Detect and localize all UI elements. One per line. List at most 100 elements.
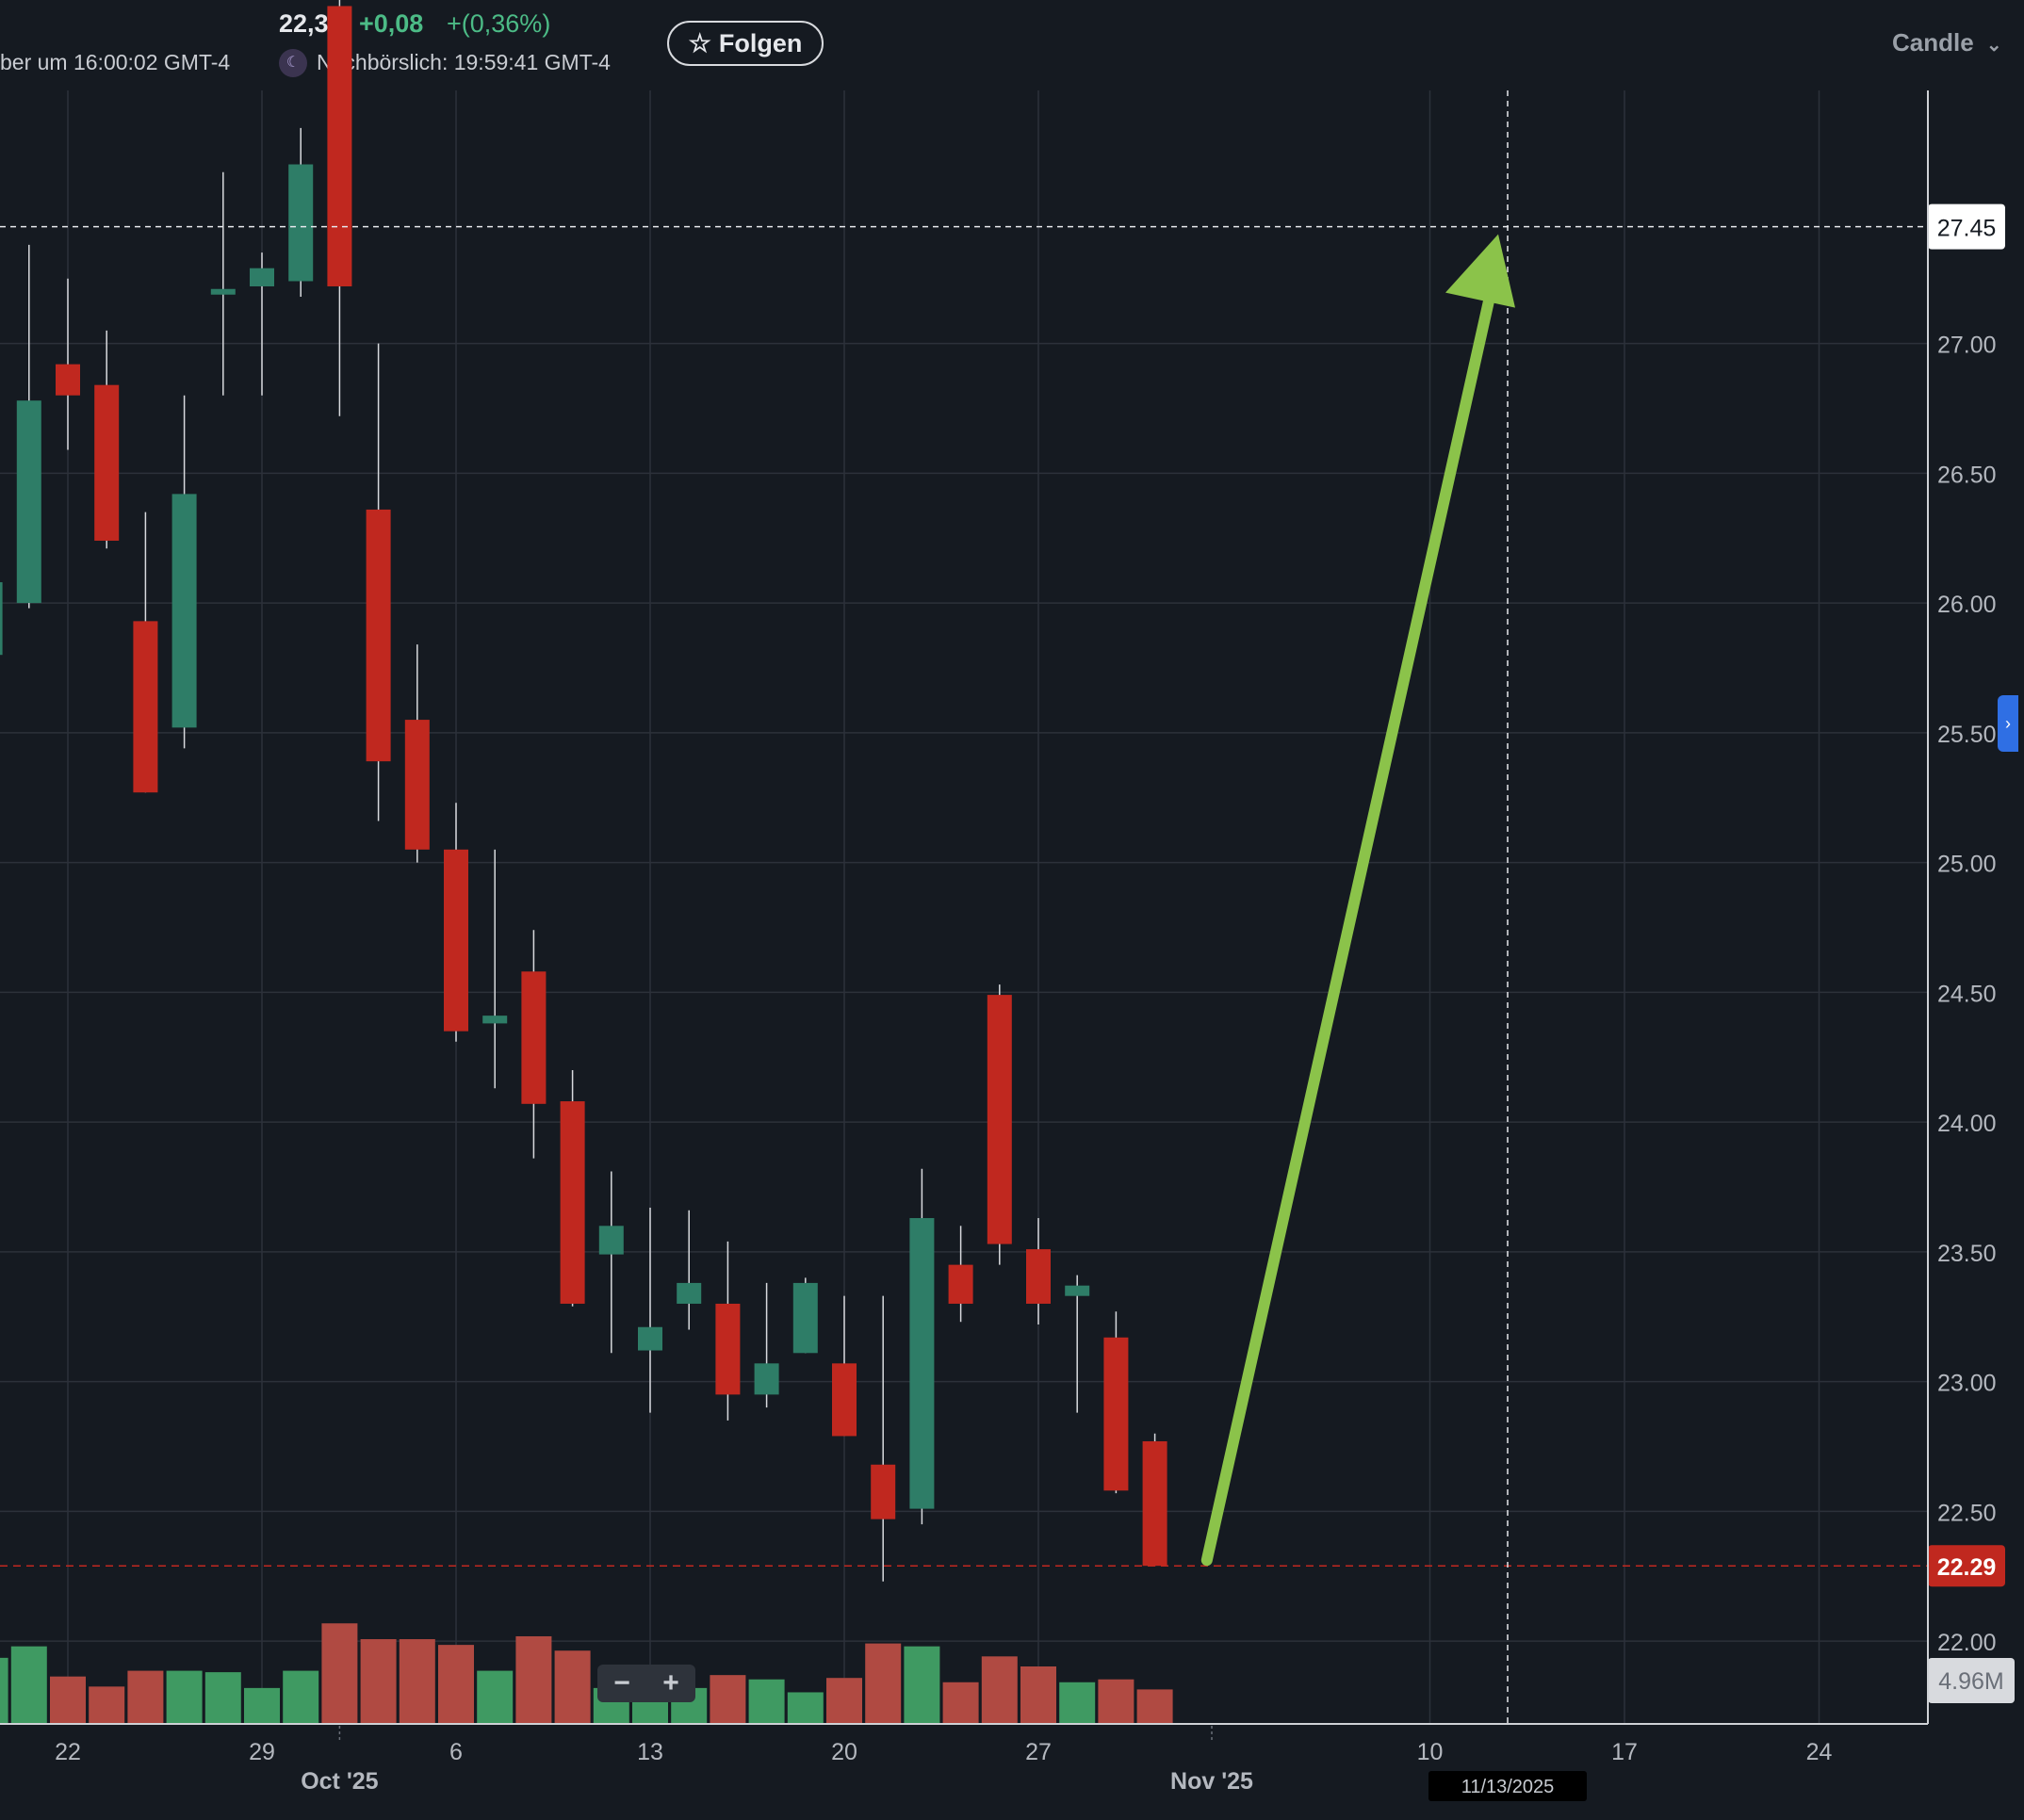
- side-panel-toggle[interactable]: ›: [1998, 695, 2018, 752]
- volume-bar: [826, 1678, 862, 1724]
- follow-button[interactable]: ☆ Folgen: [667, 21, 824, 66]
- candle-body: [16, 400, 41, 604]
- y-tick-label: 23.00: [1937, 1371, 1997, 1397]
- market-close-time: ber um 16:00:02 GMT-4: [0, 50, 231, 74]
- chart-type-label: Candle: [1892, 28, 1974, 57]
- volume-bar: [942, 1682, 979, 1724]
- volume-bar: [515, 1635, 552, 1724]
- x-tick-label: 24: [1806, 1739, 1833, 1765]
- volume-bar: [787, 1692, 824, 1724]
- candle-body: [404, 720, 430, 850]
- month-label: Nov '25: [1170, 1768, 1253, 1795]
- y-tick-label: 26.00: [1937, 592, 1997, 618]
- candle-body: [987, 995, 1012, 1244]
- afterhours-time: Nachbörslich: 19:59:41 GMT-4: [317, 50, 611, 74]
- chevron-down-icon: ⌄: [1985, 35, 2002, 56]
- volume-bar: [89, 1686, 125, 1724]
- y-tick-label: 22.50: [1937, 1500, 1997, 1526]
- candles: [0, 0, 1167, 1582]
- month-label: Oct '25: [301, 1768, 378, 1795]
- crosshair-price-label: 27.45: [1937, 216, 1997, 242]
- x-tick-label: 17: [1611, 1739, 1638, 1765]
- x-tick-label: 29: [249, 1739, 275, 1765]
- chart-header: 22,37 +0,08 +(0,36%) ber um 16:00:02 GMT…: [0, 0, 2024, 90]
- candle-body: [444, 849, 468, 1032]
- candle-body: [832, 1363, 857, 1437]
- crosshair-price-tag: [1928, 203, 2005, 250]
- volume-bar: [1098, 1679, 1134, 1724]
- x-tick-label: 13: [637, 1739, 663, 1765]
- star-icon: ☆: [688, 28, 711, 57]
- volume-bar: [554, 1650, 591, 1724]
- chart-type-dropdown[interactable]: Candle ⌄: [1892, 28, 2002, 57]
- x-tick-label: 6: [449, 1739, 463, 1765]
- volume-tag: [1928, 1658, 2015, 1703]
- last-price-label: 22.29: [1937, 1554, 1997, 1581]
- follow-label: Folgen: [718, 28, 803, 57]
- candle-body: [521, 971, 547, 1104]
- volume-bar: [981, 1656, 1018, 1724]
- candle-body: [1065, 1285, 1090, 1296]
- y-tick-label: 24.00: [1937, 1111, 1997, 1137]
- volume-bar: [904, 1646, 940, 1724]
- zoom-out-button[interactable]: −: [613, 1667, 630, 1698]
- candle-body: [560, 1101, 585, 1304]
- candle-body: [327, 6, 352, 286]
- price-change-percent: +(0,36%): [447, 9, 551, 38]
- candle-body: [792, 1282, 818, 1354]
- candle-body: [677, 1282, 702, 1304]
- candle-body: [754, 1363, 779, 1395]
- volume-bar: [0, 1657, 8, 1724]
- volume-bar: [399, 1639, 435, 1724]
- crosshair-date-tag: [1428, 1771, 1587, 1801]
- trend-arrow-shaft: [1200, 286, 1496, 1567]
- candle-body: [288, 164, 314, 282]
- volume-bar: [166, 1670, 203, 1724]
- candle-body: [598, 1226, 624, 1255]
- candle-body: [909, 1218, 935, 1509]
- price-change: +0,08: [359, 9, 424, 38]
- candle-body: [210, 288, 236, 295]
- candle-body: [94, 384, 120, 541]
- volume-bars: [0, 1623, 1173, 1724]
- axes: 22.00 22.50 23.00 23.50 24.00 24.50 25.00 25.50…: [0, 90, 1997, 1795]
- candle-body: [1103, 1337, 1129, 1491]
- volume-bar: [438, 1645, 474, 1724]
- candle-body: [366, 509, 391, 762]
- volume-bar: [204, 1672, 241, 1724]
- y-tick-label: 26.50: [1937, 462, 1997, 488]
- crosshair-date-label: 11/13/2025: [1461, 1777, 1555, 1797]
- volume-bar: [244, 1687, 280, 1724]
- last-price-tag: [1928, 1545, 2005, 1587]
- trend-arrow[interactable]: [1200, 234, 1515, 1567]
- candle-body: [948, 1264, 973, 1304]
- x-tick-label: 10: [1417, 1739, 1444, 1765]
- zoom-in-button[interactable]: +: [662, 1667, 679, 1698]
- y-tick-label: 25.50: [1937, 722, 1997, 748]
- volume-bar: [1020, 1666, 1056, 1724]
- candle-body: [133, 621, 158, 793]
- afterhours-moon-icon: ☾: [279, 49, 307, 77]
- volume-label: 4.96M: [1938, 1668, 2003, 1695]
- volume-bar: [360, 1639, 397, 1724]
- volume-bar: [710, 1675, 746, 1724]
- grid: [0, 90, 1928, 1724]
- y-tick-label: 23.50: [1937, 1241, 1997, 1267]
- zoom-controls[interactable]: − +: [597, 1665, 695, 1702]
- x-tick-label: 20: [831, 1739, 857, 1765]
- x-tick-label: 27: [1025, 1739, 1052, 1765]
- overlay-lines: 22.29 27.45 11/13/2025 4.96M: [0, 90, 2015, 1801]
- candle-body: [638, 1326, 662, 1351]
- volume-bar: [1059, 1682, 1096, 1724]
- volume-bar: [127, 1670, 164, 1724]
- volume-bar: [283, 1670, 319, 1724]
- candle-body: [715, 1303, 741, 1395]
- y-tick-label: 22.00: [1937, 1630, 1997, 1656]
- candle-body: [482, 1016, 508, 1024]
- y-tick-label: 27.00: [1937, 333, 1997, 359]
- y-tick-label: 25.00: [1937, 852, 1997, 878]
- candle-body: [56, 364, 80, 396]
- candle-body: [1142, 1440, 1167, 1567]
- volume-bar: [865, 1643, 902, 1724]
